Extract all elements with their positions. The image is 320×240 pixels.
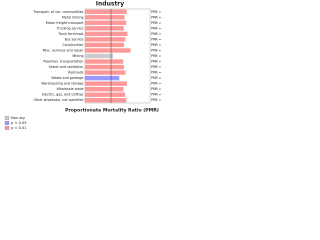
bar <box>85 42 124 48</box>
value-label: PMR = 132 <box>151 76 162 80</box>
value-label: PMR = 156 <box>151 71 162 75</box>
value-label: PMR = 154 <box>151 93 162 97</box>
bar <box>85 53 114 59</box>
bar <box>85 70 126 75</box>
value-label: PMR = 150 <box>151 65 162 69</box>
category-label: Trucking service <box>56 26 84 30</box>
value-label: PMR = 175 <box>151 48 162 52</box>
value-label: PMR = 152 <box>151 15 162 19</box>
bar <box>85 37 126 42</box>
value-label: PMR = 163 <box>151 32 162 36</box>
bar <box>85 15 125 20</box>
value-label: PMR = 155 <box>151 37 162 41</box>
category-label: Bus service <box>65 37 84 41</box>
category-label: Truck terminals <box>57 32 84 36</box>
legend-swatch <box>4 121 10 125</box>
chart: Industry Proportionate Mortality Ratio (… <box>4 1 162 130</box>
bar <box>85 59 124 64</box>
category-label: Misc. services and repair <box>43 48 85 52</box>
category-label: Mining <box>73 54 84 58</box>
value-label: PMR = 148 <box>151 87 162 91</box>
value-label: PMR = 149 <box>151 26 162 30</box>
category-label: Transport. of var. commodities <box>32 10 83 14</box>
category-label: Construction <box>63 43 84 47</box>
legend-swatch <box>4 116 10 120</box>
category-label: Pipelines, transportation <box>43 60 83 64</box>
chart-title: Industry <box>96 1 124 8</box>
category-label: Warehousing and storage <box>41 82 83 86</box>
value-label: PMR = 150 <box>151 43 162 47</box>
category-label: Motor freight transport <box>46 21 84 25</box>
category-label: Electric, gas, and utilities <box>42 93 84 97</box>
bar <box>85 98 127 103</box>
bar <box>85 48 131 53</box>
bar <box>85 86 124 92</box>
value-label: PMR = 108 <box>151 54 162 58</box>
bar <box>85 81 127 86</box>
bar <box>85 26 124 31</box>
bar <box>85 75 120 81</box>
category-label: Other wholesale, not specified <box>33 98 83 102</box>
legend-label: p < 0.05 <box>11 121 27 125</box>
legend-label: p < 0.01 <box>11 126 27 130</box>
legend-swatch <box>4 126 10 130</box>
bar <box>85 20 127 26</box>
bar <box>85 64 124 70</box>
bar <box>85 9 127 14</box>
bar <box>85 31 128 37</box>
value-label: PMR = 159 <box>151 98 162 102</box>
value-label: PMR = 160 <box>151 10 162 14</box>
value-label: PMR = 161 <box>151 82 162 86</box>
x-axis-label: Proportionate Mortality Ratio (PMR) <box>65 108 159 114</box>
value-label: PMR = 158 <box>151 21 162 25</box>
category-label: Sewer and sanitation <box>49 65 84 69</box>
category-label: Metal mining <box>62 15 83 19</box>
legend-label: Non-sig <box>11 116 25 120</box>
bar <box>85 92 126 97</box>
category-label: Waste and garbage <box>51 76 83 80</box>
category-label: Wholesale trade <box>57 87 84 91</box>
value-label: PMR = 147 <box>151 60 162 64</box>
category-label: Railroads <box>68 71 83 75</box>
